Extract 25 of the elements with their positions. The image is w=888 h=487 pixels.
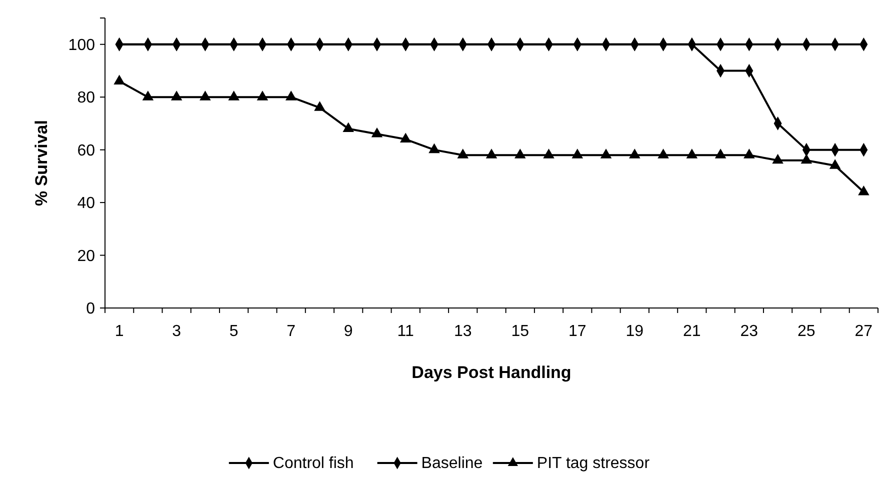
y-tick-label: 0 <box>86 300 96 318</box>
x-tick-label: 27 <box>854 323 873 340</box>
x-tick-label: 11 <box>397 323 414 340</box>
x-tick-label: 1 <box>114 323 124 340</box>
x-tick-label: 19 <box>626 323 644 340</box>
x-tick-label: 7 <box>286 323 296 340</box>
y-tick-label: 100 <box>68 36 96 54</box>
x-tick-label: 3 <box>172 323 182 340</box>
y-axis-title: % Survival <box>32 120 51 206</box>
y-tick-label: 20 <box>77 248 96 265</box>
x-tick-label: 25 <box>798 323 816 340</box>
y-tick-label: 40 <box>77 195 96 212</box>
y-tick-label: 60 <box>77 142 96 160</box>
x-tick-label: 13 <box>454 323 472 340</box>
legend-label: Control fish <box>272 455 354 472</box>
x-tick-label: 23 <box>740 323 758 340</box>
x-axis-title: Days Post Handling <box>412 363 572 382</box>
x-tick-label: 9 <box>344 323 353 340</box>
y-tick-label: 80 <box>77 90 96 107</box>
legend-label: PIT tag stressor <box>536 455 650 472</box>
x-tick-label: 17 <box>568 323 586 340</box>
x-tick-label: 5 <box>229 323 238 340</box>
x-tick-label: 21 <box>683 323 701 340</box>
legend-label: Baseline <box>421 455 483 472</box>
x-tick-label: 15 <box>511 323 530 340</box>
